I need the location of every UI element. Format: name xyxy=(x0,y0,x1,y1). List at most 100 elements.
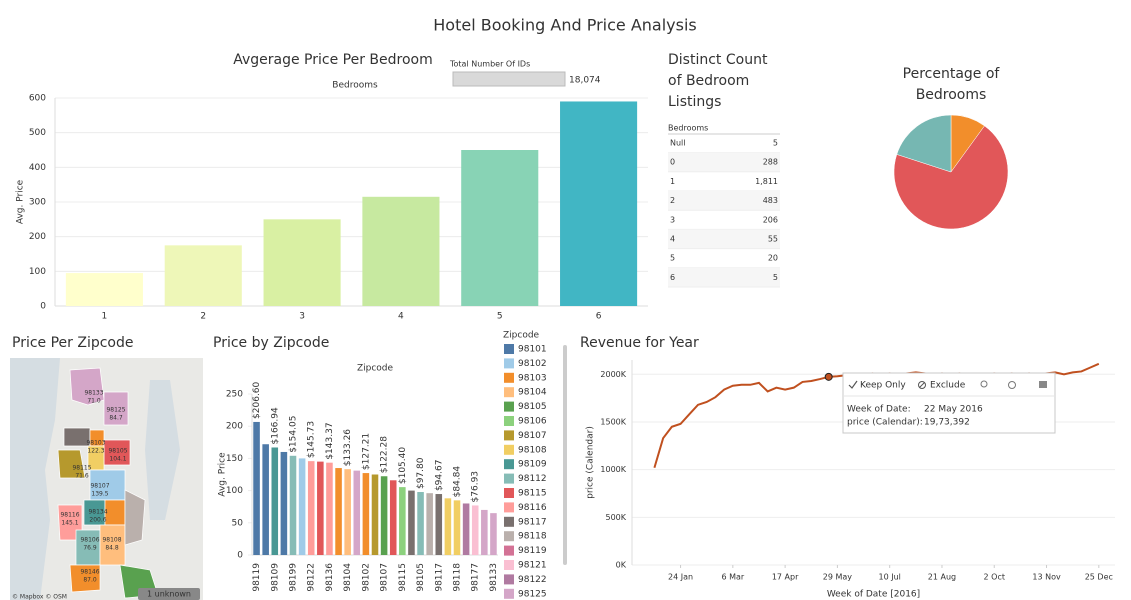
legend-swatch xyxy=(504,516,514,527)
map-value-label: 84.7 xyxy=(109,415,123,422)
table-header: Bedrooms xyxy=(668,124,708,133)
bar xyxy=(408,490,415,555)
legend-label: 98122 xyxy=(518,575,547,585)
bar xyxy=(462,503,470,555)
bar xyxy=(317,461,324,555)
map-value-label: 71.6 xyxy=(75,473,89,480)
bar xyxy=(362,196,440,306)
bar xyxy=(453,500,461,555)
tooltip-value: 22 May 2016 xyxy=(924,405,983,415)
y-tick-label: 0K xyxy=(616,561,627,570)
y-tick-label: 150 xyxy=(226,454,243,464)
table-cell: 0 xyxy=(670,158,675,167)
legend-swatch xyxy=(504,588,514,599)
zip-region xyxy=(69,564,101,593)
x-tick-label: 98104 xyxy=(343,563,353,592)
map-zip-label: 98106 xyxy=(80,537,99,544)
table-cell: 206 xyxy=(763,215,778,224)
data-label: $154.05 xyxy=(289,416,299,453)
data-label: $143.37 xyxy=(325,422,335,459)
bar xyxy=(435,494,443,555)
data-label: $206.60 xyxy=(252,381,262,418)
y-axis-title: Avg. Price xyxy=(218,452,228,497)
keep-only-button[interactable]: Keep Only xyxy=(860,381,906,391)
legend-label: 98104 xyxy=(518,388,547,398)
bar xyxy=(263,219,341,306)
highlight-point xyxy=(824,372,833,381)
table-cell: 6 xyxy=(670,273,675,282)
map-value-label: 104.1 xyxy=(109,456,126,463)
legend-label: 98116 xyxy=(518,503,547,513)
x-tick-label: 98118 xyxy=(453,563,463,592)
data-label: $145.73 xyxy=(307,421,317,458)
legend-label: 98109 xyxy=(518,460,547,470)
legend-swatch xyxy=(504,560,514,570)
x-tick-label: 98115 xyxy=(398,563,408,592)
x-tick-label: 10 Jul xyxy=(878,573,900,582)
bar xyxy=(335,468,342,555)
map-value-label: 122.3 xyxy=(87,448,104,455)
data-label: $133.26 xyxy=(343,429,353,466)
map-title: Price Per Zipcode xyxy=(12,335,134,351)
x-tick-label: 98119 xyxy=(252,563,262,592)
data-label: $94.67 xyxy=(434,460,444,492)
table-cell: 3 xyxy=(670,215,675,224)
tooltip-icon xyxy=(1039,381,1047,388)
water xyxy=(10,358,60,600)
legend-swatch xyxy=(504,344,514,354)
x-axis-title: Zipcode xyxy=(357,364,394,374)
x-tick-label: 5 xyxy=(497,312,503,322)
map-value-label: 145.1 xyxy=(61,520,78,527)
zip-region xyxy=(69,367,105,406)
exclude-button[interactable]: Exclude xyxy=(930,381,966,391)
data-label: $84.84 xyxy=(453,466,463,498)
map-value-label: 87.0 xyxy=(83,577,97,584)
bar xyxy=(417,492,424,555)
legend-label: 98107 xyxy=(518,431,547,441)
legend-swatch xyxy=(504,430,514,441)
bar xyxy=(481,509,488,555)
tooltip: Keep Only Exclude Week of Date: 22 May 2016… xyxy=(842,372,1056,434)
legend-label: 98115 xyxy=(518,489,547,499)
map-value-label: 71.0 xyxy=(87,398,101,405)
zip-region xyxy=(57,449,86,479)
table-cell: 2 xyxy=(670,196,675,205)
table-row-band xyxy=(668,229,780,249)
map-zip-label: 98134 xyxy=(88,509,107,516)
table-row-band xyxy=(668,267,780,287)
bar xyxy=(560,101,638,306)
legend-label: 98118 xyxy=(518,532,547,542)
legend-label: 98119 xyxy=(518,546,547,556)
legend-label: 98112 xyxy=(518,474,547,484)
check-icon xyxy=(848,380,858,389)
tooltip-key: Week of Date: xyxy=(847,405,911,415)
map-zip-label: 98103 xyxy=(86,440,105,447)
bar xyxy=(307,461,315,555)
bar xyxy=(164,245,242,306)
x-tick-label: 3 xyxy=(299,312,305,322)
y-tick-label: 400 xyxy=(29,163,46,173)
water xyxy=(145,380,180,520)
tooltip-box xyxy=(842,372,1056,434)
x-tick-label: 21 Aug xyxy=(928,573,956,582)
table-cell: 1,811 xyxy=(755,177,778,186)
zip-region xyxy=(103,391,129,426)
x-tick-label: 2 xyxy=(200,312,206,322)
bar xyxy=(380,476,388,555)
bar xyxy=(471,505,479,555)
tooltip-icon xyxy=(980,380,988,388)
x-tick-label: 98102 xyxy=(361,563,371,592)
y-tick-label: 1000K xyxy=(600,465,626,474)
y-tick-label: 250 xyxy=(226,390,243,400)
x-tick-label: 17 Apr xyxy=(772,573,799,582)
table-row-band xyxy=(668,191,780,211)
data-label: $122.28 xyxy=(380,436,390,473)
legend-swatch xyxy=(504,545,514,556)
y-tick-label: 600 xyxy=(29,94,46,104)
unknown-badge xyxy=(138,588,200,600)
bar xyxy=(289,455,297,555)
dashboard-title: Hotel Booking And Price Analysis xyxy=(433,16,696,35)
unknown-label: 1 unknown xyxy=(147,590,191,599)
legend-swatch xyxy=(504,401,514,412)
